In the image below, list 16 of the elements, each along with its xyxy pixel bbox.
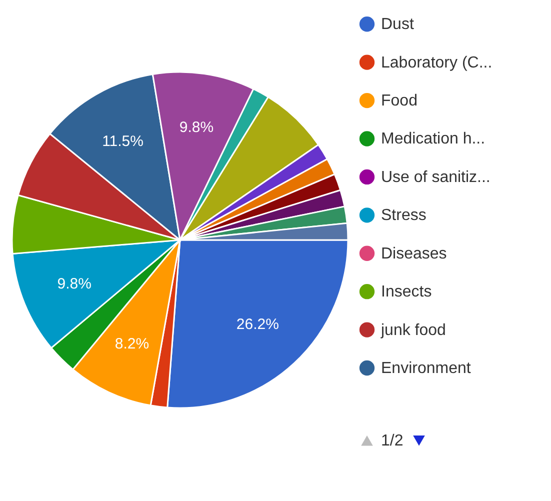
legend-label: Environment xyxy=(381,360,472,378)
legend-label: Dust xyxy=(381,16,414,34)
data-label: 9.8% xyxy=(57,275,92,292)
text: 1/2 xyxy=(381,432,404,450)
legend-label: Stress xyxy=(381,207,426,224)
legend-label: junk food xyxy=(380,322,446,339)
data-label: 11.5% xyxy=(102,133,144,150)
data-label: 9.8% xyxy=(179,118,214,136)
legend-label: Food xyxy=(381,92,418,110)
data-label: 8.2% xyxy=(114,336,150,353)
legend-label: Insects xyxy=(381,284,432,301)
legend-label: Medication h... xyxy=(381,130,486,148)
legend-label: Diseases xyxy=(381,245,447,262)
legend-label: Laboratory (C... xyxy=(381,54,492,72)
data-label: 26.2% xyxy=(236,316,279,333)
legend-label: Use of sanitiz... xyxy=(381,168,490,186)
